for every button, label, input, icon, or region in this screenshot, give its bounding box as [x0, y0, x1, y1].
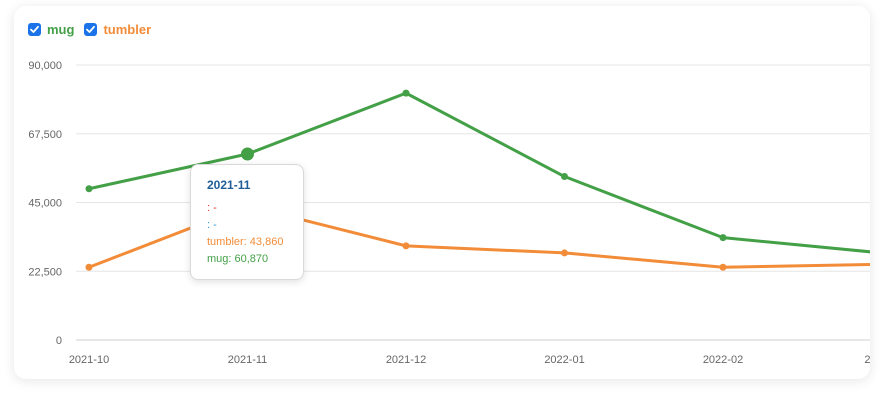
x-tick-label: 2022-01 [544, 354, 584, 366]
y-tick-label: 67,500 [28, 129, 62, 141]
data-point-mug[interactable] [719, 234, 727, 242]
chart-legend: mug tumbler [28, 22, 151, 37]
legend-label-mug: mug [47, 22, 75, 37]
data-point-mug[interactable] [561, 173, 568, 181]
x-tick-label: 2022-02 [703, 354, 743, 366]
y-tick-label: 45,000 [28, 198, 62, 210]
y-axis: 0 22,500 45,000 67,500 90,000 [28, 60, 62, 347]
x-tick-label: 2022-0 [864, 354, 870, 366]
x-tick-label: 2021-11 [228, 354, 268, 366]
x-axis: 2021-10 2021-11 2021-12 2022-01 2022-02 2022-… [69, 354, 870, 366]
tooltip-row-mug: mug: 60,870 [207, 253, 269, 265]
checkbox-checked-icon[interactable] [84, 23, 98, 36]
data-point-mug[interactable] [241, 147, 254, 161]
data-point-mug[interactable] [85, 185, 93, 193]
tooltip-row-tumbler: tumbler: 43,860 [207, 236, 284, 248]
tooltip-row: : - [207, 202, 217, 214]
chart-card: 0 22,500 45,000 67,500 90,000 2021-10 2021-11… [14, 6, 870, 379]
legend-item-mug[interactable]: mug [28, 22, 74, 37]
y-tick-label: 0 [56, 335, 62, 347]
y-tick-label: 90,000 [28, 60, 62, 72]
x-tick-label: 2021-12 [386, 354, 426, 366]
tooltip-title: 2021-11 [207, 178, 251, 192]
data-point-mug[interactable] [402, 89, 410, 97]
series-line-mug [87, 91, 870, 254]
tooltip-row: : - [207, 219, 217, 231]
y-tick-label: 22,500 [28, 266, 62, 278]
data-point-tumbler[interactable] [719, 263, 727, 271]
checkbox-checked-icon[interactable] [28, 23, 41, 36]
data-point-tumbler[interactable] [85, 263, 93, 271]
data-point-tumbler[interactable] [402, 242, 410, 250]
x-tick-label: 2021-10 [69, 354, 109, 366]
chart-tooltip: 2021-11 : - : - tumbler: 43,860 mug: 60,… [190, 164, 304, 280]
line-chart: 0 22,500 45,000 67,500 90,000 2021-10 2021-11… [28, 60, 870, 366]
data-point-tumbler[interactable] [561, 249, 568, 257]
legend-label-tumbler: tumbler [103, 22, 152, 37]
legend-item-tumbler[interactable]: tumbler [84, 22, 151, 37]
